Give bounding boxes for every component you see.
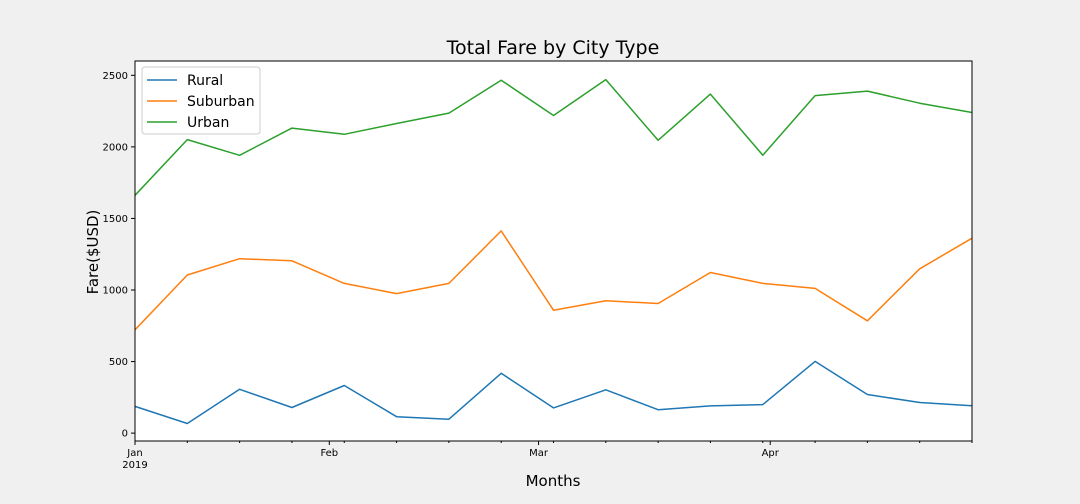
legend-label-urban: Urban [187,115,229,131]
y-tick-label: 1500 [103,214,128,225]
x-tick-label: Jan [126,448,142,459]
x-tick-label: Feb [320,448,338,459]
legend-label-suburban: Suburban [187,94,255,110]
series-lines [134,78,973,425]
x-axis-title: Months [526,472,581,490]
x-tick-label: Mar [529,448,549,459]
y-tick-label: 2500 [103,71,128,82]
series-line-urban [134,78,973,196]
x-tick-sublabel: 2019 [122,460,147,471]
chart-title: Total Fare by City Type [446,37,660,59]
y-axis: 0 500 1000 1500 2000 2500 [103,71,135,440]
legend: Rural Suburban Urban [141,66,261,135]
legend-label-rural: Rural [187,73,223,89]
plot-area [135,61,972,441]
x-tick-label: Apr [762,448,780,459]
y-axis-title: Fare($USD) [84,210,102,295]
series-line-suburban [134,230,973,331]
legend-box [141,66,261,135]
y-tick-label: 500 [109,357,128,368]
y-tick-label: 2000 [103,142,128,153]
y-tick-label: 0 [122,429,128,440]
series-line-rural [134,360,973,425]
y-tick-label: 1000 [103,286,128,297]
